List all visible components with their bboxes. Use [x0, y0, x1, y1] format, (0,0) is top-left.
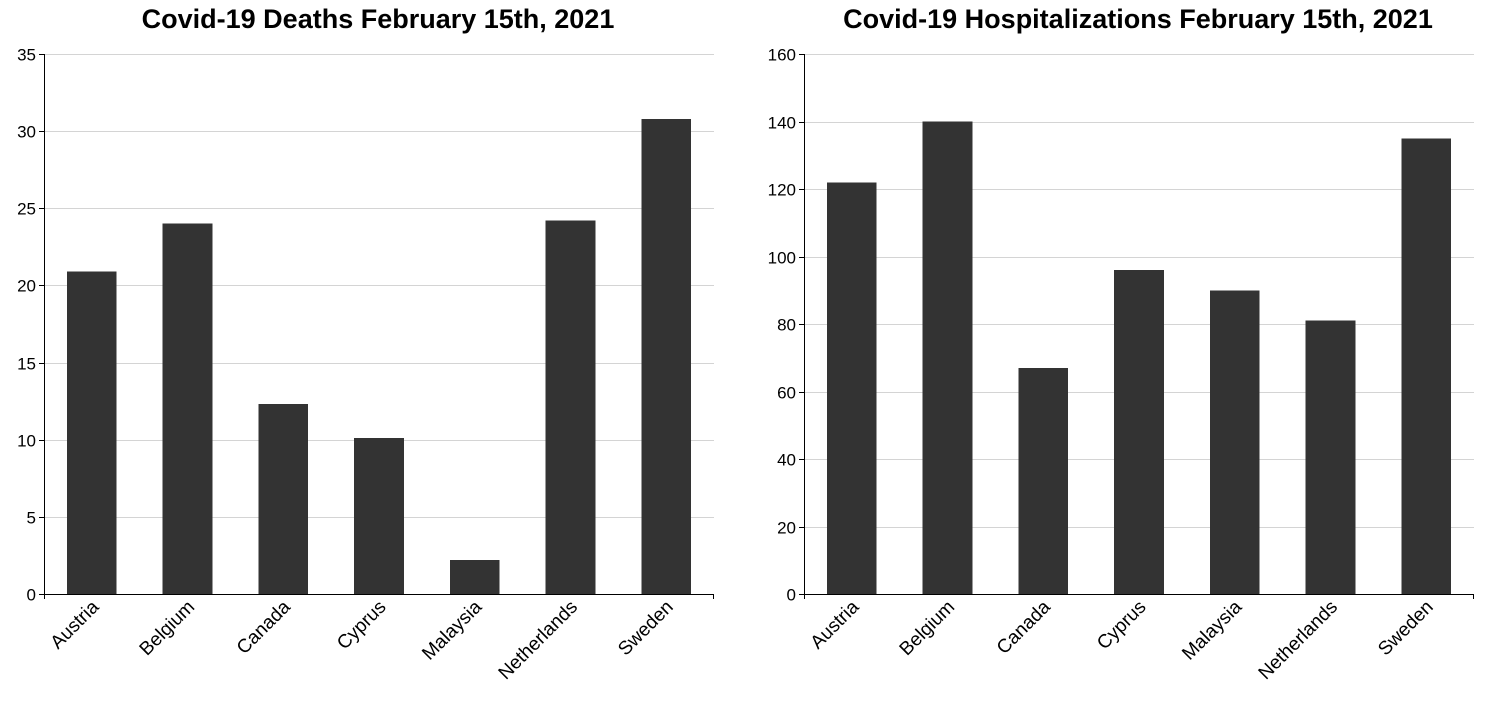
hospitalizations-chart-bar-malaysia	[1209, 290, 1260, 594]
hospitalizations-chart-y-tick-label: 140	[768, 114, 796, 133]
hospitalizations-chart-x-tick-label: Austria	[807, 596, 864, 653]
hospitalizations-chart-bar-austria	[826, 182, 877, 594]
deaths-chart-bar-malaysia	[449, 560, 500, 594]
deaths-chart-x-tick-label: Cyprus	[333, 597, 390, 654]
hospitalizations-chart-x-tick-label: Sweden	[1374, 597, 1437, 660]
deaths-chart-y-tick-label: 10	[17, 432, 36, 451]
deaths-chart: Covid-19 Deaths February 15th, 2021 0 5 10 1…	[17, 4, 714, 684]
deaths-chart-x-tick-label: Malaysia	[418, 596, 486, 664]
hospitalizations-chart: Covid-19 Hospitalizations February 15th,…	[768, 4, 1474, 684]
hospitalizations-chart-y-tick-label: 60	[777, 384, 796, 403]
deaths-chart-y-tick-label: 15	[17, 355, 36, 374]
hospitalizations-chart-bar-belgium	[922, 121, 973, 594]
hospitalizations-chart-y-tick-label: 120	[768, 181, 796, 200]
hospitalizations-chart-x-tick-label: Malaysia	[1178, 596, 1246, 664]
hospitalizations-chart-x-tick-label: Cyprus	[1093, 597, 1150, 654]
deaths-chart-x-tick-label: Canada	[233, 596, 295, 658]
hospitalizations-chart-y-tick-label: 100	[768, 249, 796, 268]
deaths-chart-bar-cyprus	[354, 438, 404, 594]
hospitalizations-chart-y-tick-label: 20	[777, 519, 796, 538]
hospitalizations-chart-y-tick-label: 40	[777, 451, 796, 470]
hospitalizations-chart-bar-sweden	[1401, 138, 1452, 595]
hospitalizations-chart-x-tick-label: Netherlands	[1255, 597, 1342, 684]
hospitalizations-chart-bar-cyprus	[1114, 270, 1164, 594]
deaths-chart-x-tick-label: Austria	[47, 596, 104, 653]
deaths-chart-x-tick-label: Belgium	[136, 597, 199, 660]
deaths-chart-bar-sweden	[641, 118, 692, 595]
deaths-chart-x-tick-label: Sweden	[614, 597, 677, 660]
hospitalizations-chart-bar-netherlands	[1305, 320, 1356, 595]
deaths-chart-bar-netherlands	[545, 220, 596, 594]
deaths-chart-bar-belgium	[162, 223, 213, 594]
hospitalizations-chart-y-tick-label: 80	[777, 316, 796, 335]
hospitalizations-chart-x-tick-label: Canada	[993, 596, 1055, 658]
deaths-chart-y-tick-label: 30	[17, 123, 36, 142]
deaths-chart-y-tick-label: 0	[27, 586, 36, 605]
deaths-chart-y-tick-label: 35	[17, 46, 36, 65]
deaths-chart-title: Covid-19 Deaths February 15th, 2021	[142, 4, 615, 34]
deaths-chart-y-tick-label: 25	[17, 200, 36, 219]
hospitalizations-chart-x-tick-label: Belgium	[896, 597, 959, 660]
deaths-chart-bar-canada	[258, 404, 309, 594]
hospitalizations-chart-y-tick-label: 0	[787, 586, 796, 605]
hospitalizations-chart-title: Covid-19 Hospitalizations February 15th,…	[843, 4, 1433, 34]
deaths-chart-y-tick-label: 5	[27, 509, 36, 528]
deaths-chart-x-tick-label: Netherlands	[495, 597, 582, 684]
deaths-chart-bar-austria	[66, 271, 117, 594]
hospitalizations-chart-y-tick-label: 160	[768, 46, 796, 65]
hospitalizations-chart-bar-canada	[1018, 367, 1069, 595]
deaths-chart-y-tick-label: 20	[17, 277, 36, 296]
